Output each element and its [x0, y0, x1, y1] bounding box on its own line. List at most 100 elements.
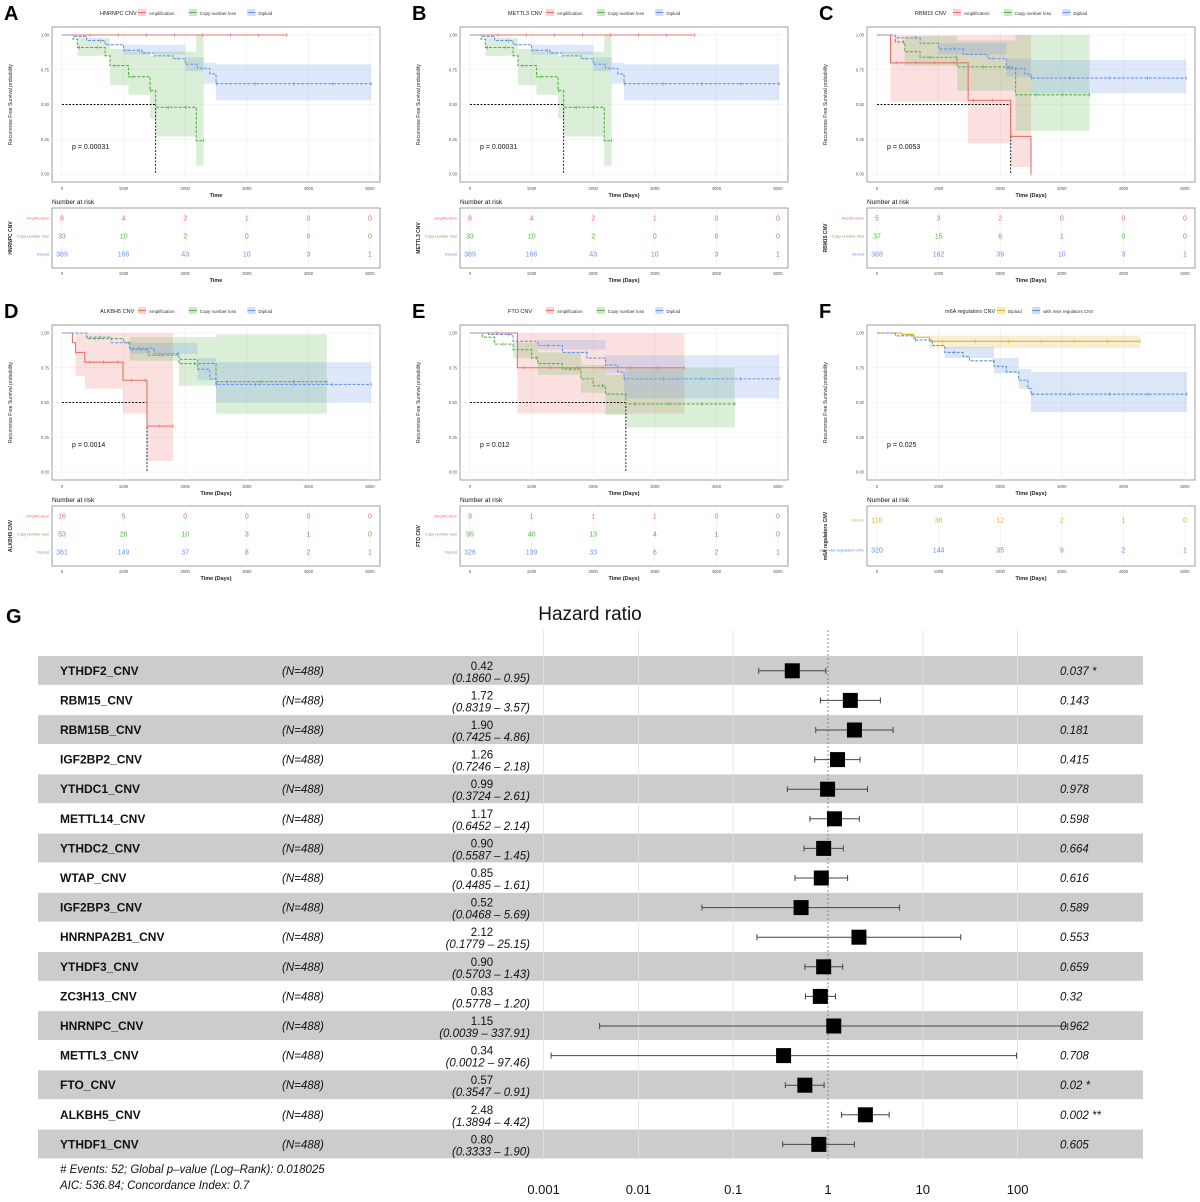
risk-count: 0 — [306, 514, 310, 521]
y-axis-label: Recurrence Free Survival probability — [823, 362, 829, 443]
hazard-ratio-value: 0.83 — [471, 986, 493, 998]
survival-curve — [877, 34, 1187, 79]
x-tick-label: 0 — [876, 484, 879, 489]
x-tick-label: 0 — [876, 186, 879, 191]
y-tick-label: 0.50 — [449, 102, 458, 107]
risk-y-axis-label: METTL3 CNV — [416, 222, 422, 254]
variable-name: RBM15B_CNV — [60, 723, 141, 737]
risk-count: 388 — [871, 252, 883, 259]
risk-row-label: Diploid — [445, 252, 457, 257]
x-tick-label: 1000 — [934, 484, 944, 489]
x-tick-label: 3000 — [242, 484, 252, 489]
row-band — [38, 656, 1143, 685]
risk-count: 16 — [58, 514, 66, 521]
variable-name: HNRNPC_CNV — [60, 1019, 143, 1033]
risk-count: 0 — [776, 216, 780, 223]
risk-y-axis-label: ALKBH5 CNV — [8, 519, 14, 552]
risk-count: 2 — [306, 550, 310, 557]
risk-row-label: Amplification — [434, 514, 457, 519]
sample-size: (N=488) — [282, 903, 324, 915]
risk-x-tick-label: 5000 — [1180, 271, 1190, 276]
risk-table-title: Number at risk — [460, 497, 503, 504]
km-panel-d: D ALKBH5 CNV Amplification Copy number loss… — [4, 301, 381, 582]
risk-x-tick-label: 1000 — [527, 569, 537, 574]
p-value: 0.181 — [1060, 725, 1089, 737]
row-band — [38, 833, 1143, 863]
risk-count: 389 — [56, 252, 68, 259]
hazard-ratio-marker — [820, 781, 836, 797]
variable-name: IGF2BP3_CNV — [60, 901, 142, 915]
risk-count: 2 — [591, 216, 595, 223]
variable-name: YTHDC1_CNV — [60, 782, 140, 796]
risk-x-tick-label: 3000 — [1057, 271, 1067, 276]
risk-count: 1 — [1183, 548, 1187, 555]
risk-row-label: Diploid — [852, 518, 864, 523]
risk-count: 3 — [245, 532, 249, 539]
hazard-ratio-marker — [851, 929, 867, 945]
risk-count: 15 — [935, 234, 943, 241]
variable-name: YTHDF1_CNV — [60, 1137, 139, 1151]
x-tick-label: 0.01 — [626, 1182, 651, 1197]
y-tick-label: 0.50 — [449, 400, 458, 405]
risk-count: 39 — [996, 252, 1004, 259]
risk-y-axis-label: FTO CNV — [416, 524, 422, 547]
km-panel-a: A HNRNPC CNV Amplification Copy number loss… — [4, 3, 381, 284]
hazard-ratio-marker — [830, 752, 846, 768]
hazard-ratio-marker — [813, 870, 829, 886]
risk-row-label: Amplification — [841, 216, 864, 221]
legend-title: m6A regulators CNV — [945, 309, 995, 315]
risk-row-label: Copy number loss — [832, 234, 864, 239]
legend-label: Copy number loss — [1015, 11, 1052, 16]
x-tick-label: 4000 — [1119, 186, 1129, 191]
legend-label: Copy number loss — [200, 309, 237, 314]
risk-row-label: Amplification — [26, 216, 49, 221]
variable-name: WTAP_CNV — [60, 871, 126, 885]
risk-count: 35 — [996, 548, 1004, 555]
x-axis-label: Time (Days) — [608, 491, 639, 497]
risk-count: 1 — [776, 252, 780, 259]
confidence-interval: (1.3894 – 4.42) — [452, 1117, 530, 1129]
hazard-ratio-value: 0.99 — [471, 779, 493, 791]
hazard-ratio-marker — [857, 1107, 873, 1123]
x-tick-label: 1000 — [119, 484, 129, 489]
risk-y-axis-label: HNRNPC CNV — [8, 221, 14, 255]
risk-count: 1 — [368, 252, 372, 259]
legend-label: Amplification — [149, 309, 175, 314]
risk-table — [459, 505, 789, 567]
forest-title: Hazard ratio — [538, 604, 642, 625]
x-tick-label: 5000 — [1180, 484, 1190, 489]
hazard-ratio-marker — [811, 1136, 827, 1152]
risk-count: 2 — [1060, 518, 1064, 525]
risk-count: 0 — [368, 234, 372, 241]
y-tick-label: 0.25 — [41, 137, 50, 142]
variable-name: HNRNPA2B1_CNV — [60, 930, 164, 944]
y-tick-label: 0.25 — [449, 435, 458, 440]
y-axis-label: Recurrence Free Survival probability — [416, 64, 422, 145]
forest-plot: G Hazard ratio 0.001 0.01 0.1 1 10 100 YTHDF2_CN… — [6, 604, 1143, 1197]
x-tick-label: 5000 — [365, 186, 375, 191]
risk-count: 139 — [526, 550, 538, 557]
p-value: 0.553 — [1060, 932, 1089, 944]
risk-x-tick-label: 4000 — [712, 271, 722, 276]
y-tick-label: 0.25 — [41, 435, 50, 440]
legend-label: Diploid — [1008, 309, 1022, 314]
risk-x-tick-label: 4000 — [304, 569, 314, 574]
y-tick-label: 1.00 — [449, 331, 458, 336]
y-tick-label: 0.75 — [449, 67, 458, 72]
survival-curve — [470, 34, 780, 85]
risk-count: 320 — [871, 548, 883, 555]
risk-x-tick-label: 0 — [876, 569, 879, 574]
risk-row-label: with m6A regulators CNV — [819, 548, 864, 553]
p-value: p = 0.0053 — [887, 144, 920, 151]
x-tick-label: 0 — [469, 484, 472, 489]
risk-x-tick-label: 1000 — [527, 271, 537, 276]
legend-label: Amplification — [557, 309, 583, 314]
risk-x-axis-label: Time (Days) — [608, 576, 639, 582]
p-value: 0.32 — [1060, 991, 1083, 1003]
panel-letter: C — [819, 3, 833, 25]
variable-name: ZC3H13_CNV — [60, 989, 137, 1003]
legend-label: Diploid — [666, 11, 680, 16]
panel-letter: E — [412, 301, 425, 323]
risk-count: 0 — [306, 216, 310, 223]
x-tick-label: 3000 — [650, 484, 660, 489]
